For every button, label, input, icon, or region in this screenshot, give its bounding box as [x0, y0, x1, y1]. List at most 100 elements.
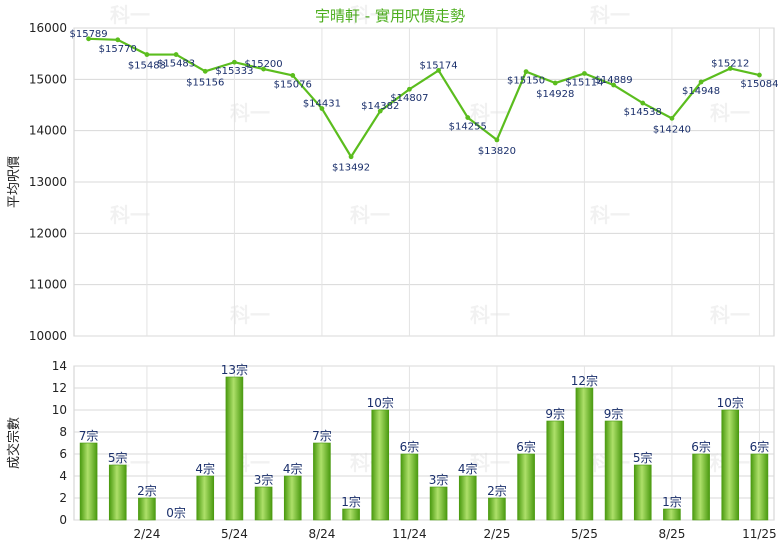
chart-title: 宇晴軒 - 實用呎價走勢 — [315, 7, 465, 25]
data-label: $15789 — [69, 29, 107, 40]
bar — [225, 376, 244, 521]
x-tick-label: 8/25 — [658, 527, 685, 541]
data-point — [611, 82, 616, 88]
y-axis-title-count: 成交宗數 — [6, 417, 22, 469]
data-label: $15483 — [128, 61, 166, 72]
watermark: 科一 — [110, 203, 150, 227]
bar — [488, 497, 506, 521]
y-tick-label: 10 — [52, 403, 67, 417]
bar-label: 3宗 — [429, 472, 449, 487]
watermark: 科一 — [350, 3, 390, 27]
bar-label: 6宗 — [516, 439, 536, 454]
bar-label: 5宗 — [108, 450, 128, 465]
data-point — [290, 73, 296, 78]
bar — [313, 442, 331, 521]
data-label: $13492 — [332, 163, 370, 174]
data-point — [436, 68, 441, 73]
watermark: 科一 — [470, 101, 510, 125]
data-point — [494, 137, 500, 143]
series-line — [88, 37, 760, 158]
watermark: 科一 — [230, 303, 270, 327]
data-label: $14807 — [390, 93, 428, 104]
data-label: $15770 — [99, 44, 137, 55]
watermark: 科一 — [230, 101, 270, 125]
plot-area — [73, 365, 775, 521]
bar-label: 6宗 — [691, 439, 711, 454]
y-tick-label: 10000 — [29, 329, 67, 343]
data-point — [348, 154, 354, 160]
data-point — [757, 72, 762, 78]
bar — [517, 453, 535, 521]
bar — [546, 420, 565, 521]
data-label: $14928 — [536, 89, 574, 100]
bar — [196, 475, 215, 521]
watermark: 科一 — [710, 303, 750, 327]
data-point — [319, 106, 325, 111]
bar-label: 3宗 — [254, 472, 274, 487]
x-tick-label: 2/24 — [133, 527, 160, 541]
bar — [342, 508, 360, 521]
bar-label: 4宗 — [283, 461, 303, 476]
y-tick-label: 14000 — [29, 124, 67, 138]
y-tick-label: 15000 — [29, 72, 67, 86]
bar-label: 7宗 — [79, 428, 99, 443]
x-tick-label: 5/24 — [221, 527, 248, 541]
data-label: $14240 — [653, 124, 691, 135]
y-tick-label: 2 — [59, 491, 67, 505]
bar-label: 1宗 — [662, 494, 682, 509]
bar-label: 12宗 — [571, 373, 598, 388]
bar — [692, 453, 710, 521]
y-axis-title-price: 平均呎價 — [7, 156, 22, 208]
bar — [400, 453, 419, 521]
bar-label: 2宗 — [487, 483, 507, 498]
data-point — [552, 80, 558, 86]
bar-label: 4宗 — [195, 461, 215, 476]
data-point — [407, 86, 412, 92]
data-point — [232, 59, 237, 65]
data-point — [727, 66, 733, 71]
data-point — [698, 79, 704, 85]
y-tick-label: 12 — [52, 381, 67, 395]
bar — [458, 475, 477, 521]
bar — [371, 409, 390, 521]
data-label: $14382 — [361, 101, 399, 112]
y-tick-label: 16000 — [29, 21, 67, 35]
bar — [429, 486, 448, 521]
bar-label: 6宗 — [750, 439, 770, 454]
watermark: 科一 — [470, 451, 510, 475]
watermark: 科一 — [350, 203, 390, 227]
data-label: $14889 — [594, 75, 632, 86]
data-point — [173, 52, 179, 57]
bar — [138, 497, 156, 521]
data-point — [465, 115, 471, 120]
bar — [721, 409, 740, 521]
bar-label: 10宗 — [717, 395, 744, 410]
y-tick-label: 4 — [59, 469, 67, 483]
data-point — [523, 69, 529, 75]
watermark: 科一 — [590, 203, 630, 227]
data-label: $15156 — [186, 77, 224, 88]
y-tick-label: 14 — [52, 359, 67, 373]
bar-label: 9宗 — [604, 406, 624, 421]
data-label: $14538 — [624, 107, 662, 118]
y-tick-label: 13000 — [29, 175, 67, 189]
data-point — [669, 115, 675, 121]
data-label: $13820 — [478, 146, 516, 157]
bar — [575, 387, 594, 521]
data-point — [86, 36, 91, 42]
watermark: 科一 — [710, 101, 750, 125]
bar-label: 13宗 — [221, 362, 248, 377]
bar — [79, 442, 98, 521]
x-tick-label: 5/25 — [571, 527, 598, 541]
watermark: 科一 — [470, 303, 510, 327]
bar-label: 4宗 — [458, 461, 478, 476]
bar-label: 0宗 — [166, 505, 186, 520]
bar — [283, 475, 302, 521]
y-tick-label: 0 — [59, 513, 67, 527]
x-tick-label: 11/25 — [742, 527, 777, 541]
bar-label: 9宗 — [545, 406, 565, 421]
data-point — [202, 68, 208, 74]
data-label: $15483 — [157, 59, 195, 70]
